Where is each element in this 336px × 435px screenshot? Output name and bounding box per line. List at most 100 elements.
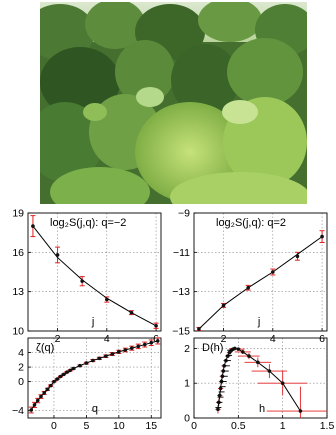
data-point	[78, 363, 82, 368]
x-tick-label: 2	[55, 333, 61, 345]
data-point	[142, 342, 147, 347]
x-tick-label: 1.5	[320, 420, 335, 432]
chart-annotation: ζ(q)	[36, 342, 54, 354]
x-tick-label: 15	[145, 420, 157, 432]
y-tick-label: −11	[173, 247, 190, 259]
x-axis-label: j	[257, 316, 260, 328]
y-tick-label: 10	[12, 326, 24, 338]
x-axis-label: j	[91, 316, 94, 328]
y-tick-label: −9	[178, 208, 190, 220]
data-point	[129, 310, 134, 315]
data-point	[232, 346, 237, 351]
data-point	[105, 297, 109, 302]
data-point	[39, 394, 43, 399]
x-tick-label: 0	[51, 420, 57, 432]
forest-photo	[40, 2, 307, 204]
x-axis-label: q	[92, 403, 98, 415]
data-point	[71, 366, 76, 371]
data-point	[216, 407, 220, 412]
y-tick-label: −13	[172, 286, 190, 298]
photo-canopy	[40, 2, 307, 204]
chart-panel-bl: 0 5 10 15 −4 0 2 4 ζ(q) q	[12, 337, 162, 432]
data-point	[84, 361, 89, 365]
chart-annotation: log₂S(j,q): q=2	[216, 217, 286, 229]
chart-panel-tr: 2 4 6 −15 −13 −11 −9 log₂S(j,q): q=2 j	[172, 208, 328, 345]
series-line	[198, 236, 323, 330]
data-point	[68, 368, 72, 373]
data-point	[267, 369, 272, 373]
x-tick-label: 10	[113, 420, 125, 432]
series-line	[32, 225, 157, 327]
x-tick-label: 6	[153, 333, 159, 345]
data-point	[130, 346, 134, 350]
data-point	[155, 339, 160, 343]
chart-annotation: log₂S(j,q): q=−2	[50, 217, 126, 229]
data-point	[271, 270, 275, 274]
y-tick-label: 4	[18, 347, 24, 359]
data-point	[149, 340, 154, 345]
data-point	[197, 327, 201, 331]
y-tick-label: 19	[12, 208, 24, 220]
data-point	[236, 347, 241, 351]
x-tick-label: 5	[83, 420, 89, 432]
data-point	[256, 360, 260, 365]
data-point	[104, 354, 108, 358]
data-point	[80, 279, 84, 283]
data-point	[52, 379, 56, 384]
data-point	[295, 254, 300, 259]
data-point	[29, 408, 34, 412]
axes-frame	[27, 212, 162, 332]
data-point	[61, 372, 66, 377]
y-tick-label: 2	[184, 343, 190, 355]
axes-frame	[193, 212, 328, 332]
y-tick-label: 0	[184, 413, 190, 425]
data-point	[35, 398, 40, 403]
data-point	[221, 303, 226, 308]
y-tick-label: 2	[18, 362, 24, 374]
data-point	[32, 403, 37, 407]
data-point	[136, 344, 141, 349]
data-point	[246, 285, 250, 290]
x-tick-label: 0	[191, 420, 197, 432]
data-point	[48, 383, 53, 388]
y-tick-label: −15	[172, 326, 190, 338]
data-point	[154, 323, 158, 328]
data-point	[123, 348, 128, 352]
data-point	[97, 356, 102, 361]
y-tick-label: 0	[18, 376, 24, 388]
x-tick-label: 4	[104, 333, 110, 345]
data-point	[247, 354, 251, 358]
chart-annotation: D(h)	[202, 342, 223, 354]
x-tick-label: 0.5	[231, 420, 246, 432]
data-point	[58, 374, 63, 379]
data-point	[45, 387, 50, 392]
data-point	[110, 352, 115, 356]
x-tick-label: 6	[319, 333, 325, 345]
data-point	[225, 354, 230, 358]
y-tick-label: 13	[12, 286, 24, 298]
data-point	[217, 393, 222, 398]
series-line	[217, 347, 301, 412]
data-point	[218, 386, 223, 391]
y-tick-label: −4	[12, 405, 24, 417]
data-point	[55, 253, 60, 257]
axes-frame	[193, 337, 328, 419]
data-point	[240, 350, 245, 354]
chart-panel-br: 0 0.5 1 1.5 0 1 2 D(h) h	[184, 337, 335, 432]
data-point	[31, 224, 35, 228]
axes-frame	[27, 337, 162, 419]
x-tick-label: 1	[280, 420, 286, 432]
y-tick-label: 16	[12, 247, 24, 259]
y-tick-label: 1	[184, 378, 190, 390]
data-point	[280, 381, 285, 386]
x-tick-label: 4	[270, 333, 276, 345]
data-point	[117, 350, 121, 354]
data-point	[55, 377, 59, 381]
chart-panel-tl: 2 4 6 10 13 16 19 log₂S(j,q): q=−2 j	[12, 208, 162, 345]
x-axis-label: h	[259, 403, 265, 415]
data-point	[298, 409, 303, 413]
data-point	[91, 358, 95, 363]
data-point	[42, 391, 47, 395]
x-tick-label: 2	[221, 333, 227, 345]
